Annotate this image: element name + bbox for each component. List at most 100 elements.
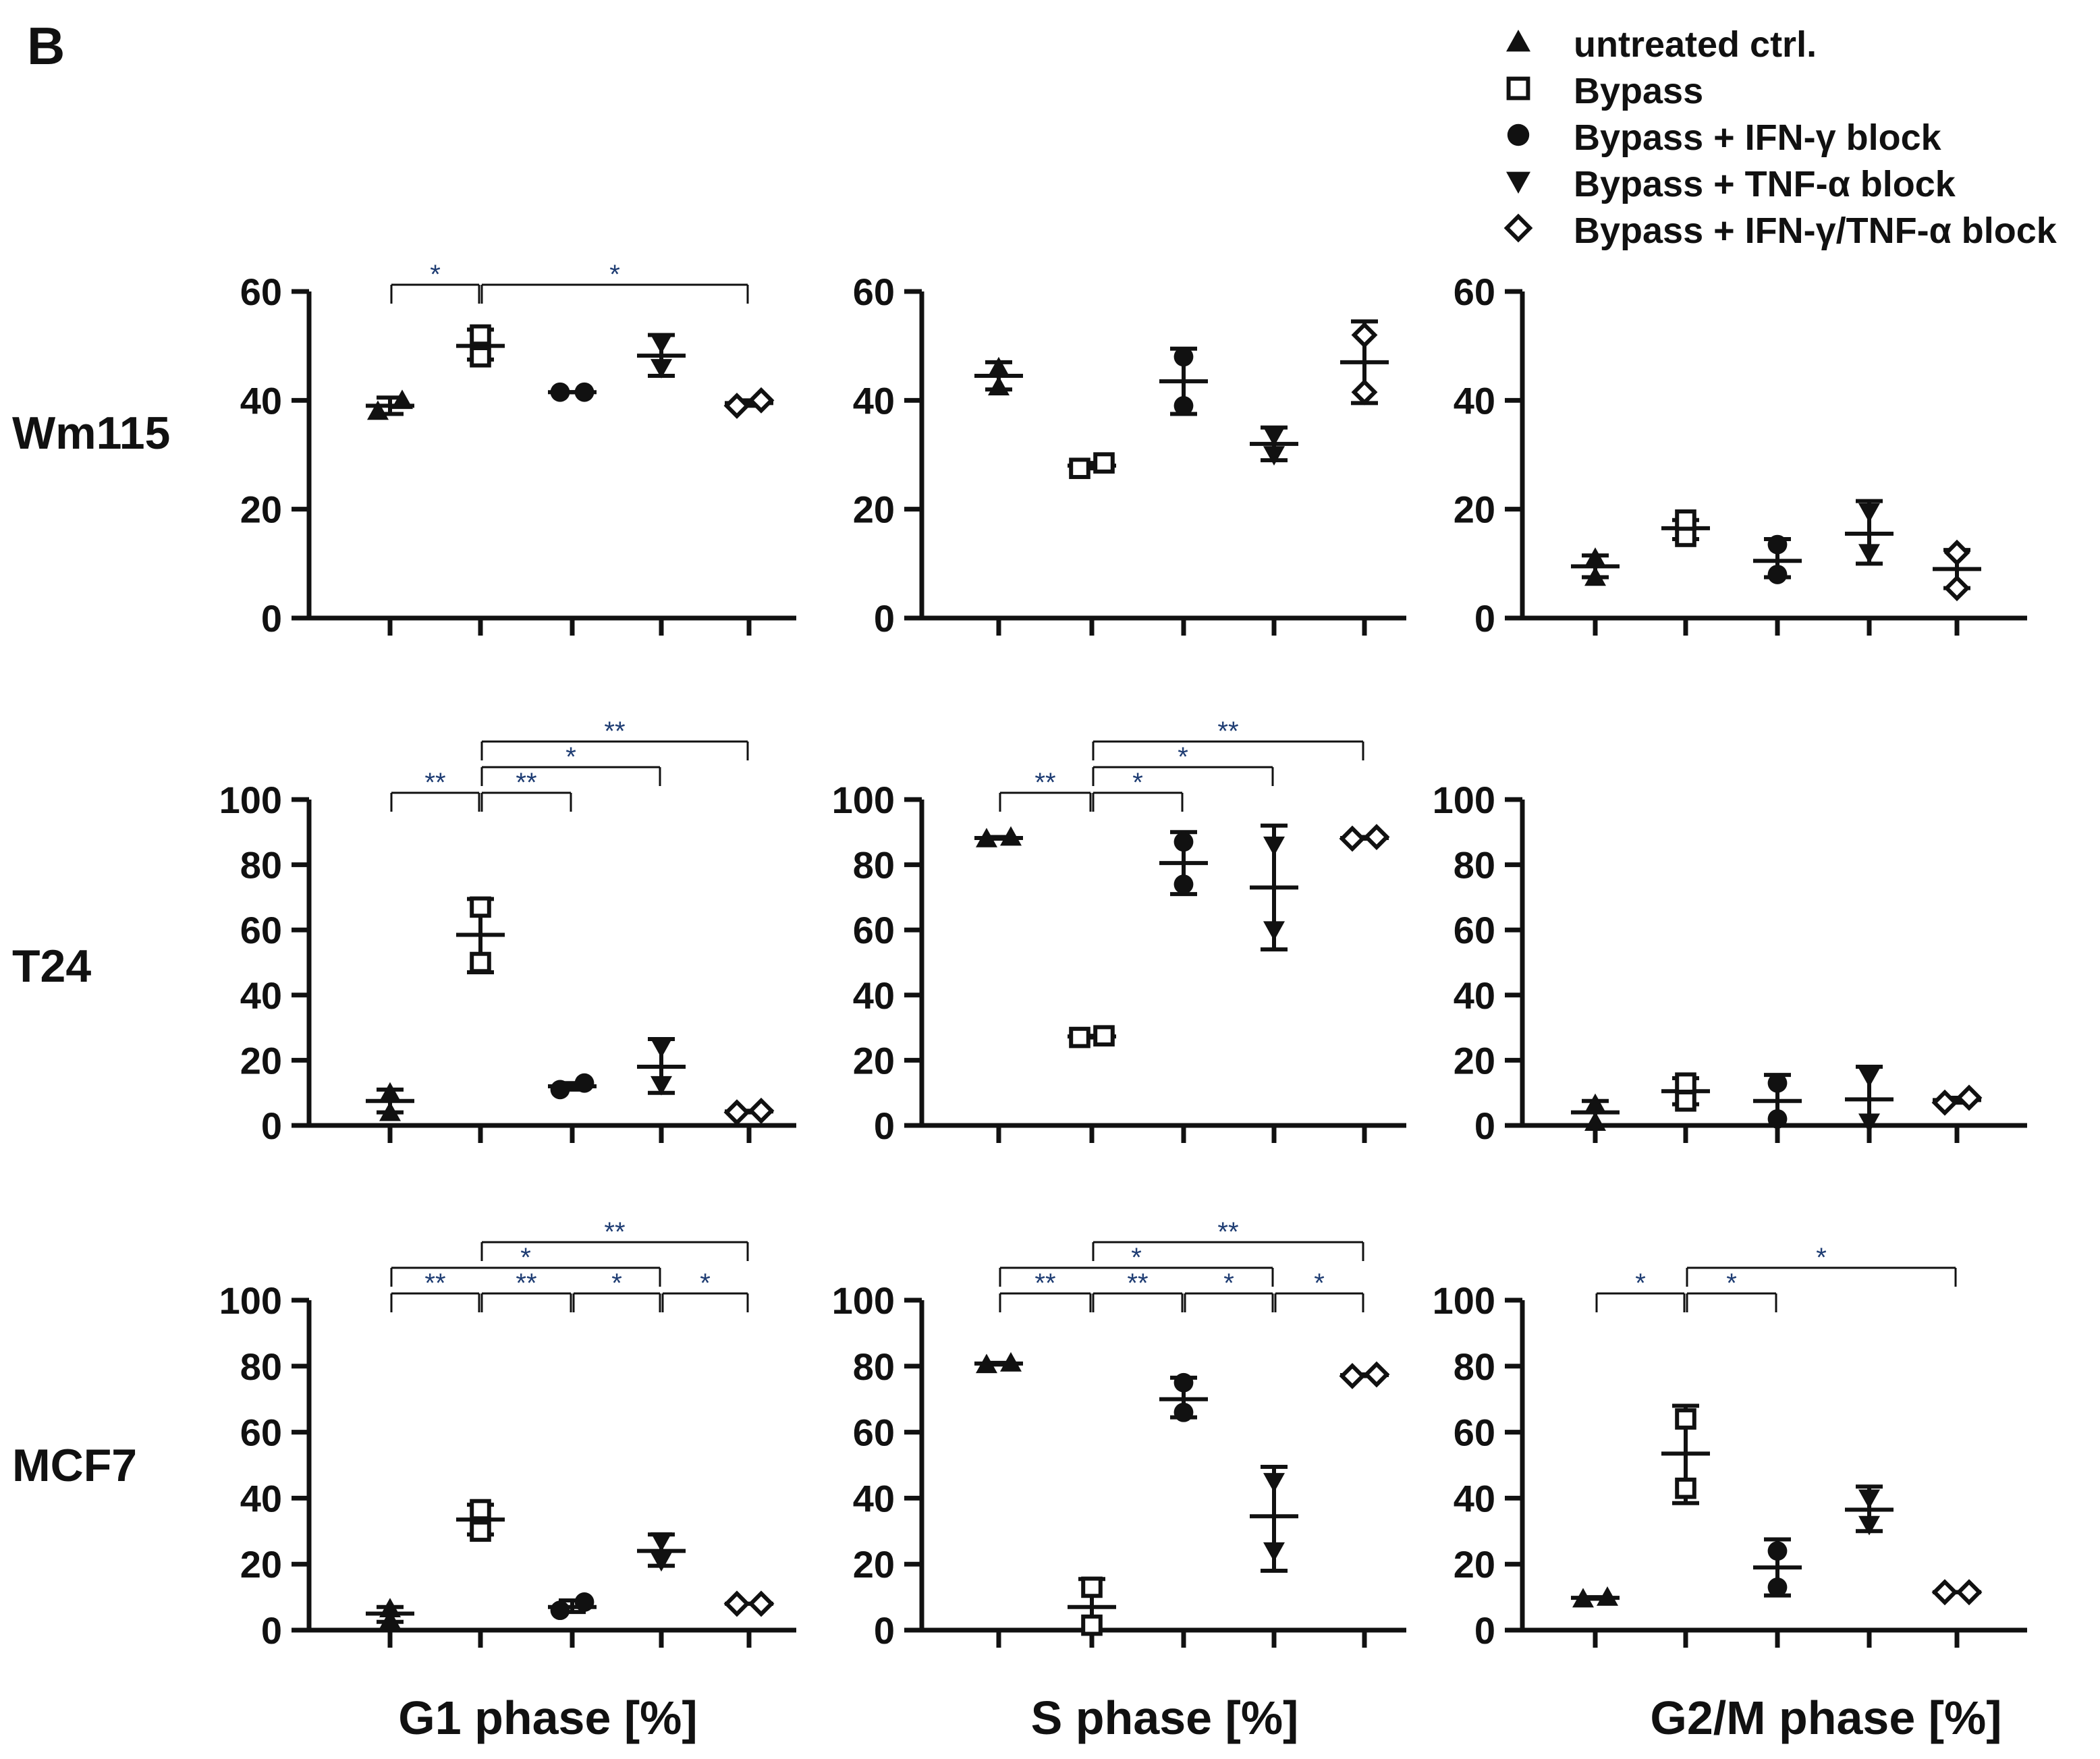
data-point [1943,575,1970,602]
significance-label: * [1635,1268,1646,1298]
data-point [1675,1072,1696,1094]
group-square-open [1068,1576,1116,1636]
significance-label: ** [604,1217,625,1247]
data-point [1339,825,1366,852]
significance-label: * [1816,1243,1827,1273]
significance-bracket: ** [480,717,749,760]
row-label-t24: T24 [12,941,91,992]
group-triangle-up [1571,547,1620,586]
y-tick-label: 20 [1454,1039,1495,1082]
y-tick-label: 40 [1454,974,1495,1017]
significance-bracket: ** [1092,717,1364,760]
significance-bracket: ** [999,768,1092,812]
group-diamond-open [1339,824,1390,852]
significance-bracket: * [1686,1243,1957,1287]
y-tick-label: 0 [1474,1105,1495,1147]
data-point [1263,921,1285,941]
data-point [1572,1588,1594,1608]
significance-label: * [1132,768,1143,798]
significance-bracket: * [1092,768,1184,812]
significance-label: * [1131,1243,1142,1273]
group-triangle-down [637,1532,686,1572]
significance-label: * [1726,1268,1737,1298]
significance-bracket: ** [390,768,480,812]
y-tick-label: 100 [832,1279,895,1322]
group-circle [1159,1372,1208,1422]
group-circle [1159,346,1208,416]
group-circle [1753,1537,1802,1598]
y-tick-label: 0 [1474,1609,1495,1652]
data-point [470,1520,491,1542]
data-point [1931,1579,1958,1606]
column-label-g1: G1 phase [%] [398,1692,697,1744]
significance-bracket: * [390,1243,661,1287]
significance-bracket: * [1092,742,1274,786]
chart-wm115-2: 0 20 40 60 [1454,271,2027,640]
data-point [976,1353,997,1374]
group-square-open [1068,452,1116,479]
legend-label: Bypass [1574,71,1703,111]
y-tick-label: 20 [853,1543,895,1586]
data-point [550,382,570,402]
data-point [1858,1489,1880,1509]
group-square-open [456,1499,505,1542]
significance-label: ** [1217,717,1238,746]
data-point [988,356,1010,376]
y-tick-label: 0 [1474,597,1495,640]
y-tick-label: 20 [853,488,895,531]
data-point [1675,1408,1696,1430]
data-point [1956,1084,1983,1111]
group-diamond-open [1931,1579,1983,1606]
group-square-open [456,896,505,974]
group-triangle-up [974,356,1023,395]
data-point [1081,1614,1103,1636]
group-triangle-down [1250,425,1298,466]
group-circle [1753,1073,1802,1129]
data-point [1956,1579,1983,1606]
data-point [651,1076,672,1096]
group-triangle-down [1845,1065,1894,1134]
significance-bracket: * [999,1243,1274,1287]
y-tick-label: 0 [874,1609,895,1652]
data-point [1263,446,1285,466]
legend-marker-triangle-down [1506,171,1530,194]
data-point [1173,1402,1194,1422]
data-point [550,1080,570,1100]
y-tick-label: 60 [240,909,282,951]
data-point [748,387,775,414]
group-diamond-open [1339,1361,1390,1389]
group-triangle-down [637,1037,686,1096]
data-point [1173,874,1194,894]
group-triangle-up [366,389,414,420]
significance-label: * [609,260,620,289]
significance-bracket: * [1184,1268,1274,1312]
data-point [1081,1576,1103,1598]
data-point [1263,1542,1285,1562]
significance-label: * [520,1243,531,1273]
data-point [1858,1113,1880,1134]
group-circle [548,1592,597,1621]
data-point [1858,1067,1880,1088]
data-point [574,382,595,402]
data-point [723,1590,750,1617]
y-tick-label: 40 [240,1477,282,1519]
data-point [651,334,672,354]
y-tick-label: 0 [874,1105,895,1147]
y-tick-label: 40 [240,974,282,1017]
significance-label: ** [424,768,445,798]
y-tick-label: 80 [240,1345,282,1388]
group-diamond-open [1931,1084,1983,1116]
group-triangle-down [1250,823,1298,952]
y-tick-label: 0 [261,597,282,640]
group-triangle-up [974,826,1023,847]
significance-label: * [700,1268,711,1298]
legend-marker-circle [1507,123,1530,146]
y-tick-label: 20 [853,1039,895,1082]
data-point [1351,322,1378,348]
row-label-mcf7: MCF7 [12,1440,137,1491]
data-point [1767,1073,1788,1093]
significance-bracket: * [1595,1268,1686,1312]
column-label-g2m: G2/M phase [%] [1650,1692,2001,1744]
significance-label: * [1223,1268,1234,1298]
